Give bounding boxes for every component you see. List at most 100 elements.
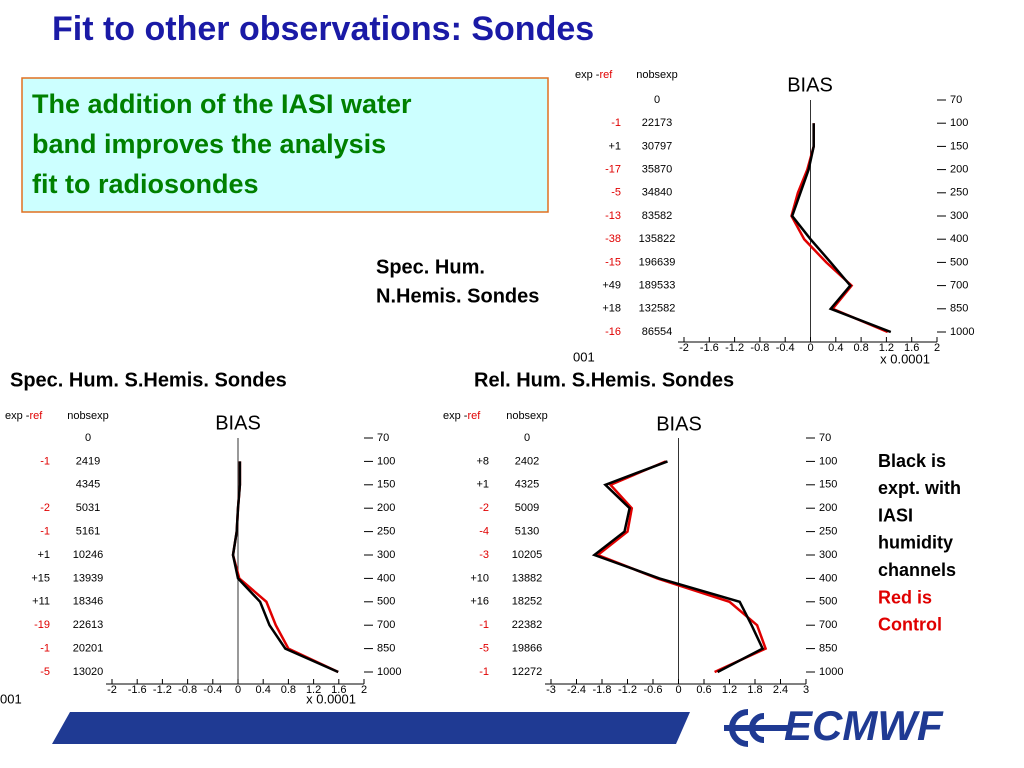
nobsexp: 132582 (639, 303, 676, 315)
level-label: 1000 (950, 326, 974, 338)
logo-text: ECMWF (784, 702, 944, 749)
x-tick-label: -2 (679, 342, 689, 354)
level-label: 70 (950, 94, 962, 106)
level-label: 400 (377, 572, 395, 584)
nobsexp: 13020 (73, 666, 104, 678)
series-line (790, 123, 892, 334)
callout-box (21, 77, 549, 213)
x-tick-label: -1.2 (618, 684, 637, 696)
level-label: 300 (819, 549, 837, 561)
level-label: 150 (377, 479, 395, 491)
header-exp: exp - (5, 410, 30, 422)
x-tick-label: 0.4 (828, 342, 843, 354)
x-tick-label: 2.4 (773, 684, 788, 696)
x-tick-label: 0 (807, 342, 813, 354)
x-tick-label: 0 (675, 684, 681, 696)
level-label: 150 (950, 140, 968, 152)
nobsexp: 13939 (73, 572, 104, 584)
callout-line: band improves the analysis (32, 129, 386, 159)
x-tick-label: 0.6 (696, 684, 711, 696)
panel-caption: Rel. Hum. S.Hemis. Sondes (474, 369, 734, 391)
exp-minus-ref: -1 (479, 619, 489, 631)
table-header: nobsexp (67, 410, 109, 422)
exp-minus-ref: +49 (602, 280, 621, 292)
exp-minus-ref: +16 (470, 596, 489, 608)
nobsexp: 18252 (512, 596, 543, 608)
x-tick-label: -0.8 (178, 684, 197, 696)
header-exp: exp - (575, 69, 600, 81)
header-ref: ref (599, 69, 613, 81)
level-label: 400 (950, 233, 968, 245)
nobsexp: 0 (654, 94, 660, 106)
exp-minus-ref: -1 (479, 666, 489, 678)
exp-minus-ref: -1 (40, 643, 50, 655)
nobsexp: 196639 (639, 256, 676, 268)
chart-title: BIAS (215, 412, 261, 434)
level-label: 100 (950, 117, 968, 129)
level-label: 200 (377, 502, 395, 514)
x-tick-label: -2 (107, 684, 117, 696)
nobsexp: 2419 (76, 455, 100, 467)
exp-minus-ref: -4 (479, 526, 489, 538)
slide-title: Fit to other observations: Sondes (52, 10, 594, 48)
exp-minus-ref: -3 (479, 549, 489, 561)
logo-symbol (724, 709, 790, 747)
exp-minus-ref: -5 (40, 666, 50, 678)
exp-minus-ref: -1 (611, 117, 621, 129)
x-tick-label: -3 (546, 684, 556, 696)
note-line: Control (878, 615, 942, 635)
x-tick-label: -1.6 (128, 684, 147, 696)
series-line (591, 460, 765, 674)
exp-minus-ref: -1 (40, 526, 50, 538)
exp-minus-ref: +15 (31, 572, 50, 584)
exp-minus-ref: +1 (476, 479, 489, 491)
x-tick-label: 1.6 (331, 684, 346, 696)
nobsexp: 4325 (515, 479, 539, 491)
level-label: 250 (377, 526, 395, 538)
level-label: 850 (950, 303, 968, 315)
nobsexp: 189533 (639, 280, 676, 292)
table-header: nobsexp (506, 410, 548, 422)
x-axis-label: x 0.0001 (880, 351, 930, 366)
level-label: 850 (377, 643, 395, 655)
nobsexp: 83582 (642, 210, 673, 222)
exp-minus-ref: -1 (40, 455, 50, 467)
nobsexp: 22382 (512, 619, 543, 631)
note-line: Red is (878, 587, 932, 607)
nobsexp: 19866 (512, 643, 543, 655)
x-tick-label: 0.8 (853, 342, 868, 354)
x-tick-label: -0.8 (750, 342, 769, 354)
x-tick-label: 1.2 (306, 684, 321, 696)
x-tick-label: -1.6 (700, 342, 719, 354)
x-tick-label: 1.6 (904, 342, 919, 354)
overlap-fragment: 001 (0, 691, 22, 706)
exp-minus-ref: -5 (479, 643, 489, 655)
level-label: 250 (950, 187, 968, 199)
exp-minus-ref: +11 (32, 596, 50, 608)
level-label: 700 (950, 280, 968, 292)
level-label: 850 (819, 643, 837, 655)
nobsexp: 5161 (76, 526, 100, 538)
nobsexp: 22173 (642, 117, 673, 129)
callout-line: fit to radiosondes (32, 169, 259, 199)
header-ref: ref (29, 410, 43, 422)
panel-caption: Spec. Hum. (376, 256, 485, 278)
chart-title: BIAS (787, 74, 833, 96)
nobsexp: 5031 (76, 502, 100, 514)
x-tick-label: -2.4 (567, 684, 586, 696)
level-label: 70 (377, 432, 389, 444)
level-label: 400 (819, 572, 837, 584)
x-tick-label: 2 (934, 342, 940, 354)
level-label: 200 (950, 164, 968, 176)
level-label: 500 (950, 256, 968, 268)
nobsexp: 135822 (639, 233, 676, 245)
nobsexp: 5130 (515, 526, 539, 538)
exp-minus-ref: +1 (608, 140, 621, 152)
table-header: exp -ref (5, 410, 43, 422)
level-label: 200 (819, 502, 837, 514)
nobsexp: 34840 (642, 187, 673, 199)
panel-caption: N.Hemis. Sondes (376, 285, 539, 307)
nobsexp: 0 (524, 432, 530, 444)
